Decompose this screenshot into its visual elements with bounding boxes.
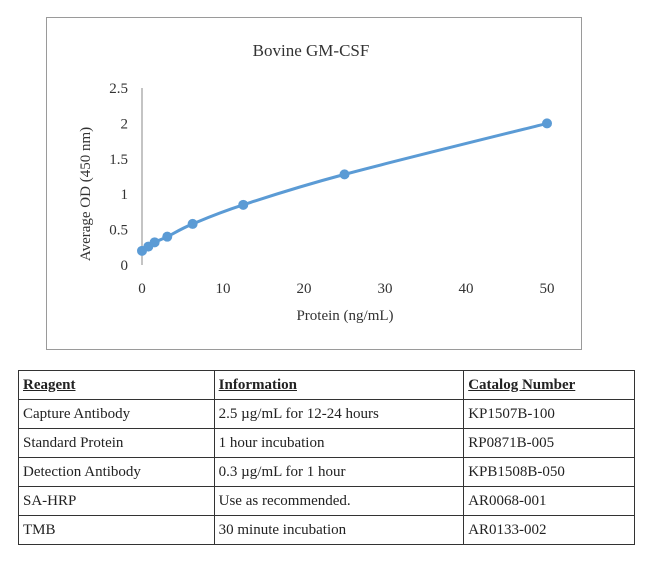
reagent-cell: Detection Antibody xyxy=(18,457,215,487)
information-cell: 0.3 µg/mL for 1 hour xyxy=(213,457,465,487)
header-information: Information xyxy=(213,370,465,400)
catalog-number-cell: KPB1508B-050 xyxy=(463,457,635,487)
y-tick-label: 0.5 xyxy=(109,223,128,239)
y-tick-labels: 0 0.5 1 1.5 2 2.5 xyxy=(109,81,128,274)
reagent-cell: Standard Protein xyxy=(18,428,215,458)
catalog-number-cell: AR0133-002 xyxy=(463,515,635,545)
x-tick-label: 30 xyxy=(378,281,393,297)
reagent-cell: Capture Antibody xyxy=(18,399,215,429)
reagent-cell: TMB xyxy=(18,515,215,545)
data-point xyxy=(187,218,198,229)
information-cell: Use as recommended. xyxy=(213,486,465,516)
data-point xyxy=(339,169,350,180)
data-point xyxy=(149,237,160,248)
x-axis-label: Protein (ng/mL) xyxy=(296,308,393,324)
x-tick-label: 0 xyxy=(138,281,146,297)
x-tick-label: 10 xyxy=(216,281,231,297)
y-tick-label: 1.5 xyxy=(109,152,128,168)
reagent-cell: SA-HRP xyxy=(18,486,215,516)
table-row: Standard Protein 1 hour incubation RP087… xyxy=(18,428,635,458)
information-cell: 2.5 µg/mL for 12-24 hours xyxy=(213,399,465,429)
table-row: SA-HRP Use as recommended. AR0068-001 xyxy=(18,486,635,516)
x-tick-label: 20 xyxy=(297,281,312,297)
y-tick-label: 1 xyxy=(121,187,129,203)
table-row: TMB 30 minute incubation AR0133-002 xyxy=(18,515,635,545)
table-row: Capture Antibody 2.5 µg/mL for 12-24 hou… xyxy=(18,399,635,429)
x-tick-label: 40 xyxy=(459,281,474,297)
data-point xyxy=(238,199,249,210)
chart-container: Bovine GM-CSF 0 0.5 1 1.5 2 2.5 0 10 20 30 40 50 P… xyxy=(46,17,582,350)
catalog-number-cell: RP0871B-005 xyxy=(463,428,635,458)
y-tick-label: 2.5 xyxy=(109,81,128,97)
information-cell: 1 hour incubation xyxy=(213,428,465,458)
data-point xyxy=(542,118,552,129)
chart-title: Bovine GM-CSF xyxy=(253,41,370,60)
table-header-row: Reagent Information Catalog Number xyxy=(18,370,635,400)
information-cell: 30 minute incubation xyxy=(213,515,465,545)
table-row: Detection Antibody 0.3 µg/mL for 1 hour … xyxy=(18,457,635,487)
x-tick-label: 50 xyxy=(540,281,555,297)
reagent-table: Reagent Information Catalog Number Captu… xyxy=(18,370,635,545)
catalog-number-cell: AR0068-001 xyxy=(463,486,635,516)
y-tick-label: 2 xyxy=(121,116,129,132)
y-axis-label: Average OD (450 nm) xyxy=(78,127,94,261)
chart: Bovine GM-CSF 0 0.5 1 1.5 2 2.5 0 10 20 30 40 50 P… xyxy=(78,41,555,324)
header-reagent: Reagent xyxy=(18,370,215,400)
catalog-number-cell: KP1507B-100 xyxy=(463,399,635,429)
header-catalog-number: Catalog Number xyxy=(463,370,635,400)
data-point xyxy=(162,231,173,242)
series-curve xyxy=(141,121,548,253)
y-tick-label: 0 xyxy=(121,258,129,274)
data-points xyxy=(137,118,552,256)
x-tick-labels: 0 10 20 30 40 50 xyxy=(138,281,554,297)
